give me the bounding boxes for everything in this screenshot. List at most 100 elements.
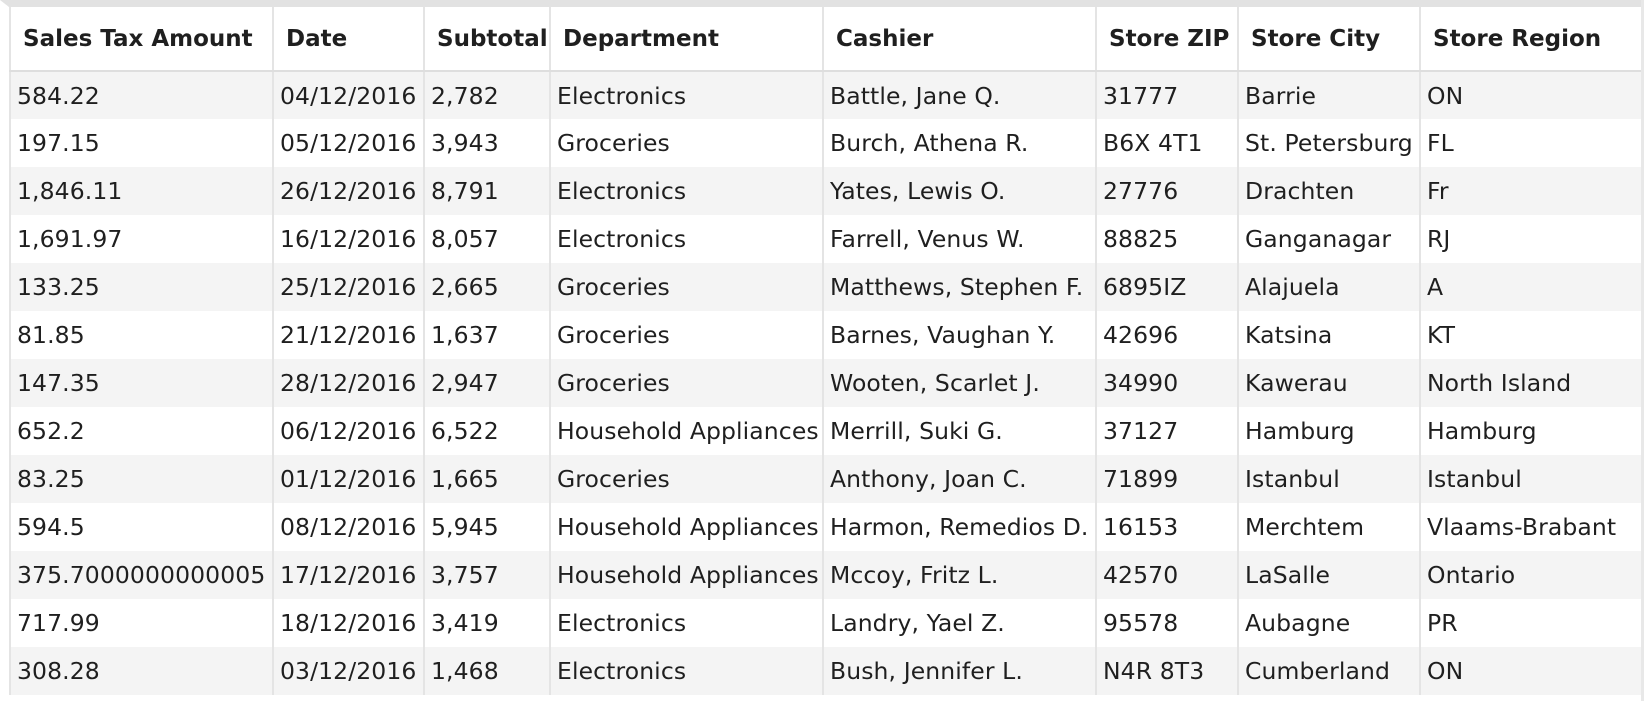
cell-store-city[interactable]: Barrie: [1237, 71, 1420, 119]
cell-date[interactable]: 04/12/2016: [272, 71, 424, 119]
cell-store-zip[interactable]: 71899: [1095, 455, 1238, 503]
cell-cashier[interactable]: Wooten, Scarlet J.: [822, 359, 1096, 407]
cell-date[interactable]: 16/12/2016: [272, 215, 424, 263]
cell-sales-tax-amount[interactable]: 594.5: [9, 503, 273, 551]
cell-store-region[interactable]: Vlaams-Brabant: [1419, 503, 1644, 551]
cell-subtotal[interactable]: 3,757: [423, 551, 550, 599]
column-header-cashier[interactable]: Cashier: [822, 7, 1096, 72]
cell-store-region[interactable]: KT: [1419, 311, 1644, 359]
cell-cashier[interactable]: Anthony, Joan C.: [822, 455, 1096, 503]
cell-store-zip[interactable]: B6X 4T1: [1095, 119, 1238, 167]
cell-store-zip[interactable]: 27776: [1095, 167, 1238, 215]
cell-subtotal[interactable]: 6,522: [423, 407, 550, 455]
cell-cashier[interactable]: Matthews, Stephen F.: [822, 263, 1096, 311]
column-header-date[interactable]: Date: [272, 7, 424, 72]
cell-date[interactable]: 18/12/2016: [272, 599, 424, 647]
cell-store-region[interactable]: PR: [1419, 599, 1644, 647]
cell-store-city[interactable]: Hamburg: [1237, 407, 1420, 455]
table-row[interactable]: 197.15 05/12/2016 3,943 Groceries Burch, Ath…: [9, 119, 1644, 167]
cell-cashier[interactable]: Harmon, Remedios D.: [822, 503, 1096, 551]
cell-store-city[interactable]: Katsina: [1237, 311, 1420, 359]
table-row[interactable]: 1,691.97 16/12/2016 8,057 Electronics Farrel…: [9, 215, 1644, 263]
cell-subtotal[interactable]: 1,665: [423, 455, 550, 503]
cell-store-zip[interactable]: 31777: [1095, 71, 1238, 119]
cell-department[interactable]: Electronics: [549, 71, 823, 119]
table-row[interactable]: 375.7000000000005 17/12/2016 3,757 Househol…: [9, 551, 1644, 599]
cell-department[interactable]: Household Appliances: [549, 407, 823, 455]
cell-subtotal[interactable]: 3,943: [423, 119, 550, 167]
cell-subtotal[interactable]: 1,468: [423, 647, 550, 695]
cell-subtotal[interactable]: 1,637: [423, 311, 550, 359]
cell-sales-tax-amount[interactable]: 133.25: [9, 263, 273, 311]
cell-sales-tax-amount[interactable]: 584.22: [9, 71, 273, 119]
column-header-store-city[interactable]: Store City: [1237, 7, 1420, 72]
cell-sales-tax-amount[interactable]: 81.85: [9, 311, 273, 359]
cell-store-city[interactable]: St. Petersburg: [1237, 119, 1420, 167]
cell-department[interactable]: Groceries: [549, 359, 823, 407]
table-row[interactable]: 594.5 08/12/2016 5,945 Household Appliances…: [9, 503, 1644, 551]
table-row[interactable]: 133.25 25/12/2016 2,665 Groceries Matthews, …: [9, 263, 1644, 311]
cell-store-region[interactable]: North Island: [1419, 359, 1644, 407]
cell-date[interactable]: 03/12/2016: [272, 647, 424, 695]
cell-store-city[interactable]: Istanbul: [1237, 455, 1420, 503]
table-row[interactable]: 308.28 03/12/2016 1,468 Electronics Bush, Je…: [9, 647, 1644, 695]
cell-cashier[interactable]: Yates, Lewis O.: [822, 167, 1096, 215]
column-header-department[interactable]: Department: [549, 7, 823, 72]
cell-store-zip[interactable]: N4R 8T3: [1095, 647, 1238, 695]
cell-date[interactable]: 17/12/2016: [272, 551, 424, 599]
cell-store-city[interactable]: Ganganagar: [1237, 215, 1420, 263]
cell-store-zip[interactable]: 42696: [1095, 311, 1238, 359]
cell-date[interactable]: 05/12/2016: [272, 119, 424, 167]
cell-store-zip[interactable]: 34990: [1095, 359, 1238, 407]
cell-department[interactable]: Household Appliances: [549, 503, 823, 551]
cell-cashier[interactable]: Mccoy, Fritz L.: [822, 551, 1096, 599]
cell-store-zip[interactable]: 6895IZ: [1095, 263, 1238, 311]
table-row[interactable]: 1,846.11 26/12/2016 8,791 Electronics Yates,…: [9, 167, 1644, 215]
table-row[interactable]: 652.2 06/12/2016 6,522 Household Appliances…: [9, 407, 1644, 455]
cell-store-city[interactable]: Cumberland: [1237, 647, 1420, 695]
cell-store-region[interactable]: Ontario: [1419, 551, 1644, 599]
cell-store-zip[interactable]: 95578: [1095, 599, 1238, 647]
cell-department[interactable]: Electronics: [549, 599, 823, 647]
cell-store-city[interactable]: Kawerau: [1237, 359, 1420, 407]
cell-sales-tax-amount[interactable]: 147.35: [9, 359, 273, 407]
cell-subtotal[interactable]: 2,947: [423, 359, 550, 407]
cell-subtotal[interactable]: 2,665: [423, 263, 550, 311]
cell-store-region[interactable]: ON: [1419, 647, 1644, 695]
cell-store-region[interactable]: RJ: [1419, 215, 1644, 263]
cell-cashier[interactable]: Bush, Jennifer L.: [822, 647, 1096, 695]
cell-date[interactable]: 28/12/2016: [272, 359, 424, 407]
cell-store-city[interactable]: Alajuela: [1237, 263, 1420, 311]
cell-store-region[interactable]: Istanbul: [1419, 455, 1644, 503]
cell-department[interactable]: Electronics: [549, 647, 823, 695]
table-row[interactable]: 147.35 28/12/2016 2,947 Groceries Wooten, Sc…: [9, 359, 1644, 407]
cell-sales-tax-amount[interactable]: 1,846.11: [9, 167, 273, 215]
cell-department[interactable]: Groceries: [549, 263, 823, 311]
cell-cashier[interactable]: Landry, Yael Z.: [822, 599, 1096, 647]
cell-store-city[interactable]: LaSalle: [1237, 551, 1420, 599]
cell-date[interactable]: 25/12/2016: [272, 263, 424, 311]
cell-subtotal[interactable]: 5,945: [423, 503, 550, 551]
cell-store-region[interactable]: ON: [1419, 71, 1644, 119]
cell-cashier[interactable]: Merrill, Suki G.: [822, 407, 1096, 455]
cell-subtotal[interactable]: 3,419: [423, 599, 550, 647]
cell-cashier[interactable]: Farrell, Venus W.: [822, 215, 1096, 263]
cell-date[interactable]: 06/12/2016: [272, 407, 424, 455]
cell-date[interactable]: 26/12/2016: [272, 167, 424, 215]
cell-sales-tax-amount[interactable]: 1,691.97: [9, 215, 273, 263]
cell-subtotal[interactable]: 8,057: [423, 215, 550, 263]
cell-sales-tax-amount[interactable]: 197.15: [9, 119, 273, 167]
cell-store-region[interactable]: Hamburg: [1419, 407, 1644, 455]
cell-date[interactable]: 01/12/2016: [272, 455, 424, 503]
cell-subtotal[interactable]: 2,782: [423, 71, 550, 119]
cell-sales-tax-amount[interactable]: 375.7000000000005: [9, 551, 273, 599]
cell-department[interactable]: Groceries: [549, 455, 823, 503]
cell-store-zip[interactable]: 37127: [1095, 407, 1238, 455]
cell-store-zip[interactable]: 16153: [1095, 503, 1238, 551]
cell-department[interactable]: Electronics: [549, 215, 823, 263]
cell-department[interactable]: Groceries: [549, 119, 823, 167]
table-row[interactable]: 81.85 21/12/2016 1,637 Groceries Barnes, Vau…: [9, 311, 1644, 359]
column-header-store-zip[interactable]: Store ZIP: [1095, 7, 1238, 72]
cell-date[interactable]: 21/12/2016: [272, 311, 424, 359]
table-row[interactable]: 584.22 04/12/2016 2,782 Electronics Battle, …: [9, 71, 1644, 119]
